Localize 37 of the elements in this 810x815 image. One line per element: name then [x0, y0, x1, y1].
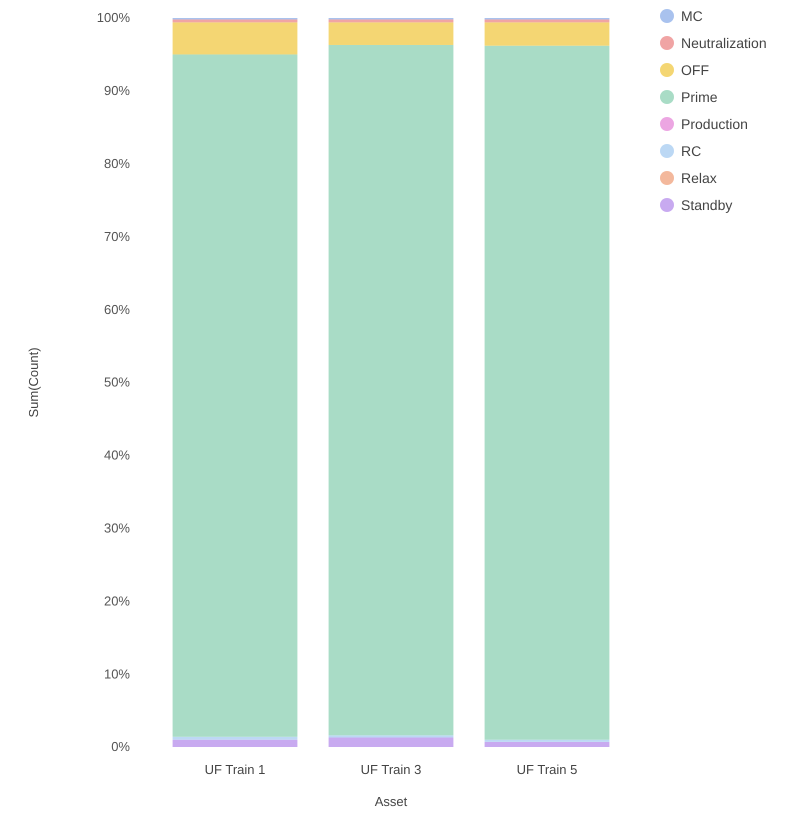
legend-label: Production	[681, 116, 748, 132]
legend-label: Relax	[681, 170, 717, 186]
y-tick-label: 20%	[104, 593, 130, 608]
legend-label: OFF	[681, 62, 709, 78]
bar	[172, 740, 298, 747]
x-axis-title: Asset	[374, 794, 408, 809]
bar	[328, 44, 454, 736]
y-tick-label: 80%	[104, 156, 130, 171]
legend-label: MC	[681, 8, 703, 24]
x-tick-label: UF Train 3	[360, 762, 422, 778]
legend-label: Neutralization	[681, 35, 767, 51]
y-axis-title: Sum(Count)	[26, 347, 41, 418]
bar	[328, 19, 454, 22]
bar	[172, 19, 298, 22]
bar	[484, 22, 610, 46]
bar	[328, 735, 454, 738]
legend-label: Prime	[681, 89, 718, 105]
bar	[328, 22, 454, 45]
legend-label: RC	[681, 143, 702, 159]
y-tick-label: 0%	[111, 739, 130, 754]
legend-label: Standby	[681, 197, 732, 213]
bar	[328, 738, 454, 747]
y-tick-label: 30%	[104, 520, 130, 536]
bar	[484, 742, 610, 747]
y-tick-label: 100%	[96, 10, 130, 26]
y-tick-label: 60%	[104, 302, 130, 317]
y-tick-label: 40%	[104, 448, 130, 463]
y-tick-label: 10%	[104, 666, 130, 682]
y-tick-label: 90%	[104, 83, 130, 98]
bar	[172, 54, 298, 737]
x-tick-label: UF Train 5	[516, 762, 578, 778]
bar	[172, 22, 298, 54]
x-tick-label: UF Train 1	[204, 762, 266, 778]
bar	[484, 19, 610, 22]
y-tick-label: 70%	[104, 228, 130, 244]
y-tick-label: 50%	[104, 374, 130, 390]
bar	[484, 46, 610, 740]
